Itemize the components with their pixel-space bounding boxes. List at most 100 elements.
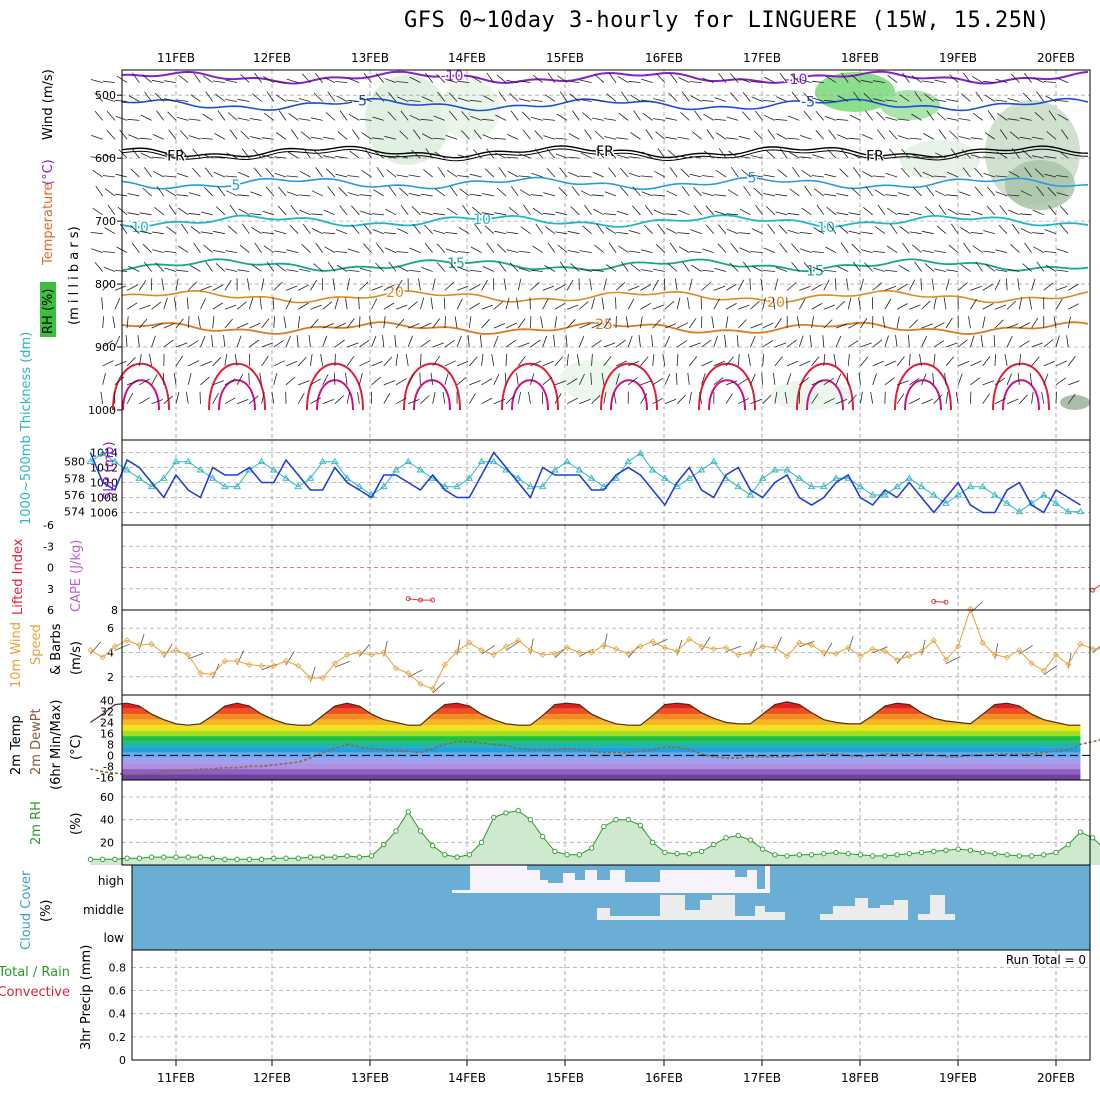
boundary-layer-contour bbox=[122, 379, 160, 411]
wind-barb bbox=[359, 360, 371, 367]
wind-barb bbox=[212, 302, 224, 310]
wind-barb bbox=[481, 353, 484, 366]
wind-barb bbox=[1031, 342, 1043, 348]
wind-barb bbox=[714, 194, 727, 197]
wind-barb bbox=[175, 342, 188, 348]
wind-barb bbox=[557, 75, 568, 83]
wind-barb bbox=[215, 206, 226, 216]
rh-marker bbox=[1041, 852, 1047, 858]
thickness-marker bbox=[661, 474, 669, 481]
wind-barb bbox=[753, 130, 763, 140]
wind-barb bbox=[411, 206, 421, 216]
wind-barb bbox=[559, 167, 568, 178]
wind-barb bbox=[1056, 248, 1069, 253]
wind-barb bbox=[1007, 194, 1020, 197]
thickness-tick-label: 576 bbox=[64, 489, 85, 502]
wind-barb bbox=[848, 212, 861, 216]
wind-barb bbox=[114, 335, 121, 348]
wind-barb bbox=[863, 206, 873, 216]
wind-barb bbox=[482, 134, 494, 140]
wind-barb bbox=[117, 206, 128, 216]
wind-barb bbox=[606, 93, 617, 102]
wind-barb bbox=[791, 91, 800, 102]
wind-barb bbox=[395, 378, 407, 386]
wind-barb bbox=[241, 148, 250, 159]
rh-marker bbox=[283, 855, 289, 861]
wind-barb bbox=[240, 130, 250, 140]
wind-barb bbox=[249, 339, 260, 348]
wind-barb bbox=[913, 167, 922, 178]
thickness-marker bbox=[331, 457, 339, 465]
wind-barb bbox=[674, 278, 678, 291]
wind-barb bbox=[914, 261, 922, 272]
wind-barb bbox=[1019, 117, 1032, 121]
wind-barb bbox=[421, 96, 433, 102]
wind-barb bbox=[139, 212, 152, 216]
wind-barb bbox=[530, 269, 543, 272]
wind-barb bbox=[578, 335, 585, 348]
wind-barb bbox=[699, 391, 702, 404]
wind-barb bbox=[713, 298, 720, 310]
wind-barb bbox=[144, 167, 152, 178]
wind-barb bbox=[971, 210, 983, 216]
wind-barb bbox=[739, 247, 751, 253]
wind-barb bbox=[713, 285, 726, 291]
wind-barb bbox=[613, 391, 617, 404]
wind-barb bbox=[273, 281, 283, 291]
rh-marker bbox=[1053, 849, 1059, 856]
pressure-tick-label: 700 bbox=[95, 215, 116, 228]
wind-barb bbox=[863, 93, 873, 102]
wind-barb bbox=[505, 395, 515, 404]
wind-barb bbox=[481, 279, 488, 291]
wind10m-barb bbox=[627, 645, 639, 658]
wind-barb bbox=[935, 190, 947, 197]
wind-barb bbox=[364, 148, 372, 159]
wind-barb bbox=[261, 318, 270, 329]
thickness-marker bbox=[465, 474, 474, 481]
wind10m-marker bbox=[698, 643, 705, 650]
wind-barb bbox=[229, 129, 238, 140]
wind-barb bbox=[175, 392, 180, 404]
wind-barb bbox=[1044, 155, 1057, 159]
cape-tick-label: 8 bbox=[111, 604, 118, 617]
wind-barb bbox=[274, 172, 287, 178]
rh-marker bbox=[980, 849, 986, 856]
wind-barb bbox=[382, 335, 385, 348]
wind-barb bbox=[1023, 72, 1032, 83]
wind-barb bbox=[338, 187, 348, 197]
date-label-top: 19FEB bbox=[939, 51, 977, 65]
temp-band bbox=[122, 719, 1081, 726]
wind10m-marker bbox=[1004, 654, 1011, 661]
wind-barb bbox=[786, 373, 792, 385]
wind-barb bbox=[773, 372, 776, 385]
wind-barb bbox=[212, 393, 219, 404]
wind-barb bbox=[168, 204, 177, 216]
wind-tick-label: 2 bbox=[107, 671, 114, 684]
wind-barb bbox=[921, 323, 933, 329]
wind-barb bbox=[449, 185, 458, 197]
wind-barb bbox=[395, 279, 403, 291]
wind-barb bbox=[860, 249, 873, 253]
wind-barb bbox=[603, 356, 612, 367]
wind-barb bbox=[1060, 129, 1069, 140]
wind-barb bbox=[249, 118, 262, 121]
rh-marker bbox=[136, 855, 142, 861]
wind-barb bbox=[151, 79, 164, 83]
wind-barb bbox=[972, 112, 983, 121]
wind-barb bbox=[669, 242, 678, 253]
wind-barb bbox=[750, 155, 763, 159]
wind-barb bbox=[1066, 335, 1069, 348]
wind-barb bbox=[104, 227, 116, 235]
wind-barb bbox=[1019, 213, 1032, 216]
rh-marker bbox=[87, 856, 94, 862]
thickness-marker bbox=[881, 491, 889, 498]
wind-barb bbox=[94, 261, 103, 272]
wind-barb bbox=[420, 297, 425, 310]
wind-barb bbox=[1044, 251, 1057, 253]
wind-barb bbox=[236, 335, 242, 348]
temp-band bbox=[122, 774, 1081, 780]
temp-tick-label: 16 bbox=[100, 727, 114, 740]
wind-barb bbox=[651, 335, 654, 348]
rh-marker bbox=[161, 854, 167, 860]
